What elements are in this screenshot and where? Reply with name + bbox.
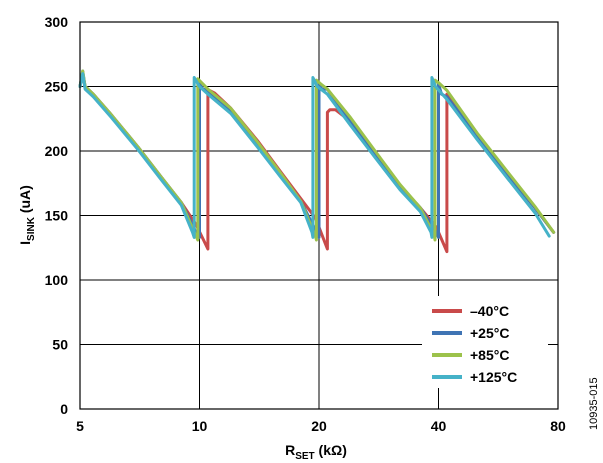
y-tick-label: 100 xyxy=(45,272,69,288)
y-tick-label: 0 xyxy=(60,401,68,417)
y-tick-label: 150 xyxy=(45,208,69,224)
x-tick-labels: 5 10 20 40 80 xyxy=(76,418,566,434)
y-tick-labels: 0 50 100 150 200 250 300 xyxy=(45,14,69,417)
y-tick-label: 250 xyxy=(45,79,69,95)
y-tick-label: 300 xyxy=(45,14,69,30)
legend: –40°C +25°C +85°C +125°C xyxy=(422,296,548,388)
figure-id: 10935-015 xyxy=(588,377,600,430)
y-tick-label: 200 xyxy=(45,143,69,159)
x-axis-title: RSET (kΩ) xyxy=(285,442,347,462)
plot-area-frame xyxy=(79,21,559,410)
y-axis-title: ISINK (uA) xyxy=(17,185,37,245)
series-line xyxy=(78,72,551,239)
x-tick-label: 5 xyxy=(76,418,84,434)
legend-label: +125°C xyxy=(470,369,517,385)
legend-label: +85°C xyxy=(470,347,509,363)
legend-label: +25°C xyxy=(470,325,509,341)
x-tick-label: 20 xyxy=(311,418,327,434)
x-tick-label: 80 xyxy=(550,418,566,434)
legend-label: –40°C xyxy=(470,303,509,319)
series-lines xyxy=(78,69,556,254)
y-tick-label: 50 xyxy=(52,337,68,353)
series-line xyxy=(78,69,556,242)
x-tick-label: 10 xyxy=(192,418,208,434)
x-tick-label: 40 xyxy=(431,418,447,434)
